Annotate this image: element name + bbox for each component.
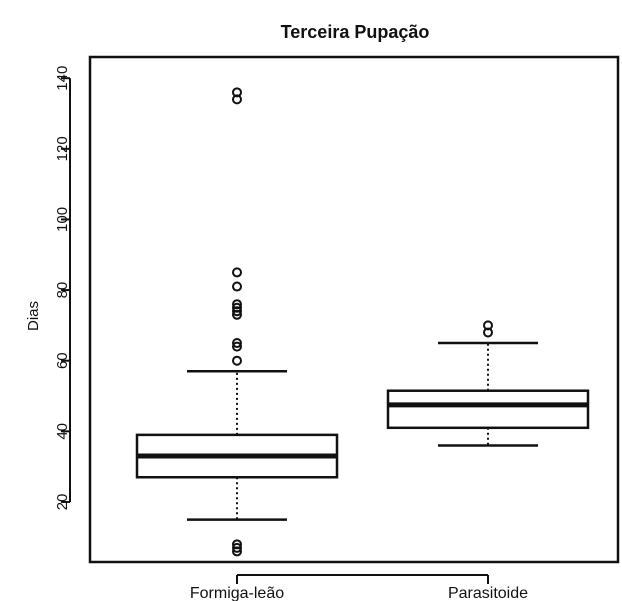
- outlier-point: [232, 341, 242, 352]
- outlier-point: [483, 320, 493, 331]
- x-tick-label: Formiga-leão: [190, 585, 284, 601]
- outlier-point: [232, 355, 242, 366]
- outlier-point: [232, 281, 242, 292]
- outlier-point: [232, 267, 242, 278]
- outlier-point: [232, 338, 242, 349]
- y-tick-label: 80: [54, 282, 71, 299]
- plot-frame: [88, 55, 620, 564]
- y-axis: 20 40 60 80 100 120 140: [54, 66, 71, 511]
- y-tick-label: 100: [54, 207, 71, 232]
- outlier-point: [232, 87, 242, 98]
- box-group: [386, 320, 590, 447]
- outlier-point: [232, 299, 242, 310]
- y-tick-label: 60: [54, 352, 71, 369]
- chart-title: Terceira Pupação: [281, 22, 430, 42]
- y-axis-label: Dias: [25, 301, 42, 331]
- y-tick-label: 20: [54, 494, 71, 511]
- boxes-layer: [135, 87, 590, 557]
- outlier-point: [232, 542, 242, 553]
- y-tick-label: 140: [54, 66, 71, 91]
- box-group: [135, 87, 339, 557]
- y-tick-label: 120: [54, 136, 71, 161]
- x-tick-label: Parasitoide: [448, 585, 528, 601]
- outlier-point: [232, 302, 242, 313]
- y-tick-label: 40: [54, 423, 71, 440]
- iqr-box: [386, 389, 590, 430]
- outlier-point: [232, 539, 242, 550]
- x-axis: Formiga-leão Parasitoide: [190, 574, 528, 601]
